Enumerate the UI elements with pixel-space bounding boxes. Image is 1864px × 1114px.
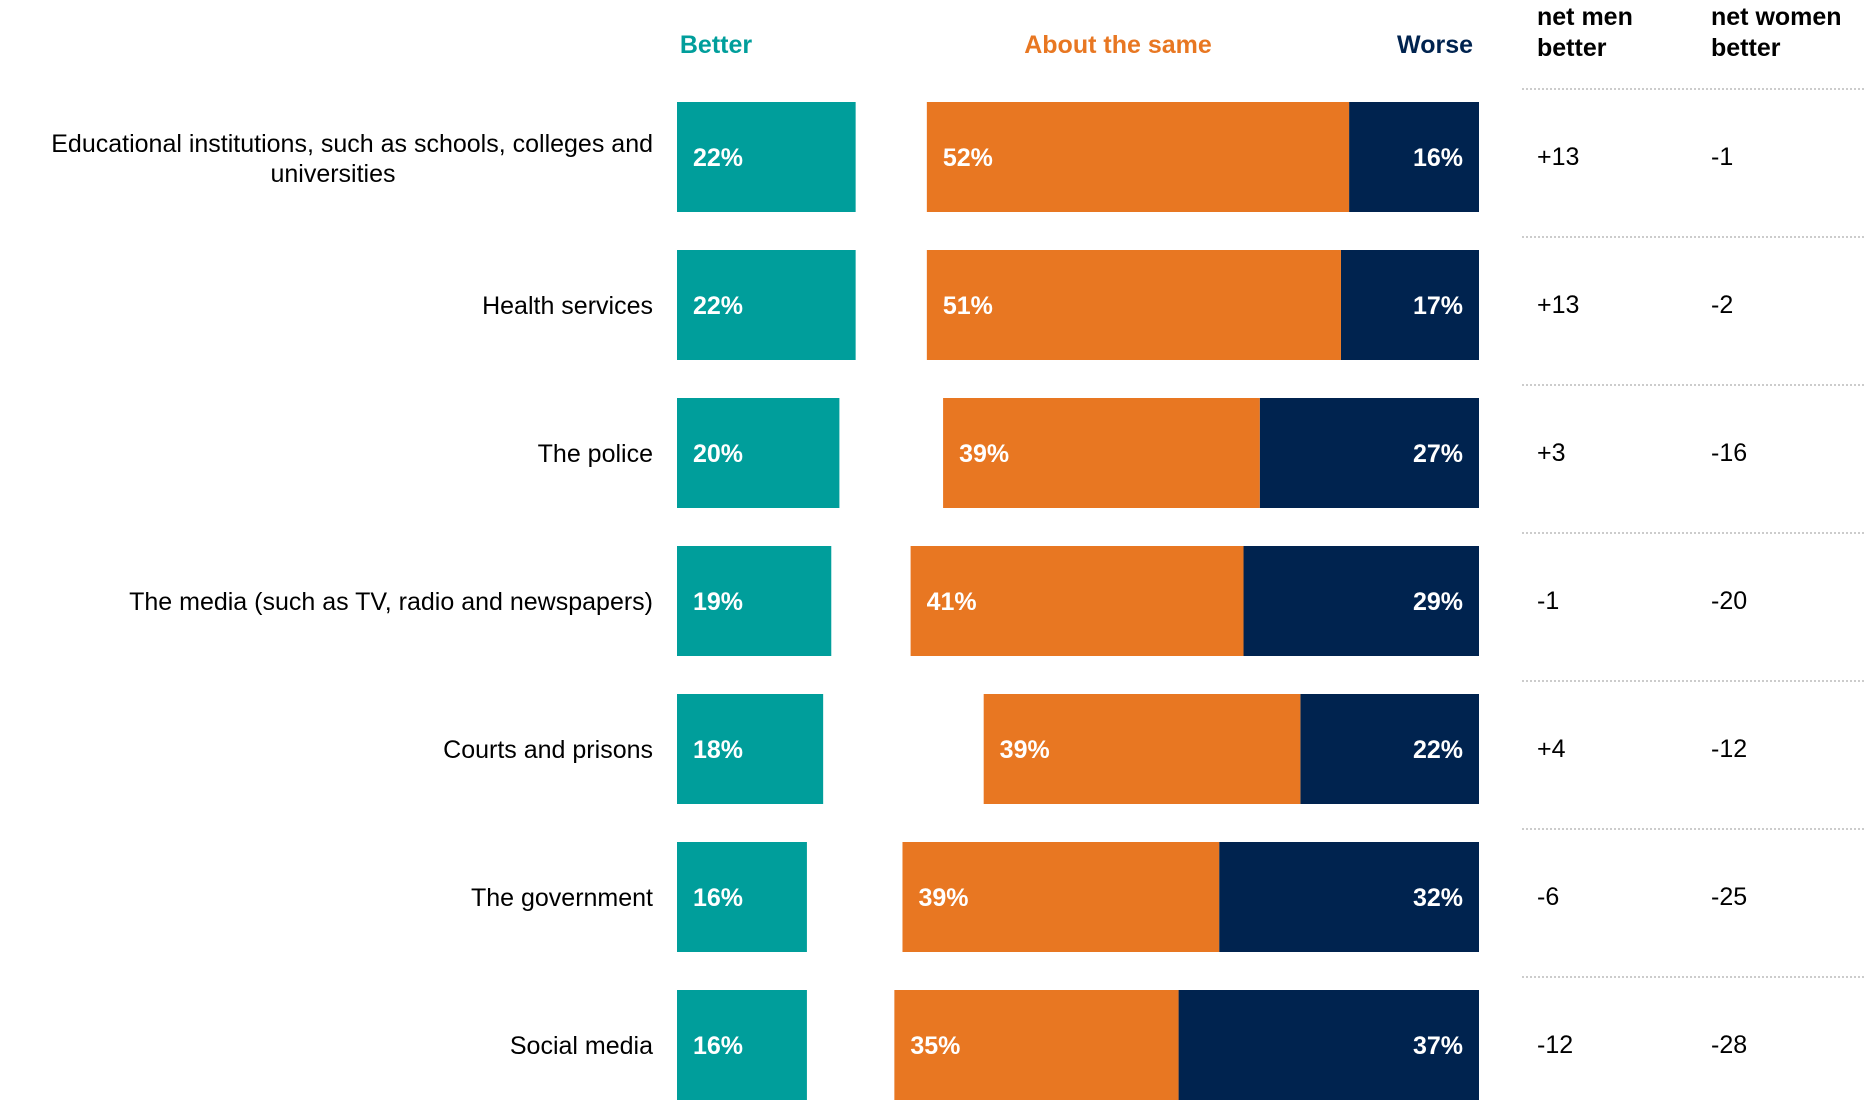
category-label: The police bbox=[538, 440, 653, 468]
bar-worse bbox=[1259, 398, 1479, 508]
net-men-better-value: +13 bbox=[1537, 291, 1579, 319]
chart-row: Health services 22% 17% 51% +13 -2 bbox=[482, 250, 1733, 360]
bar-worse-label: 29% bbox=[1413, 588, 1463, 616]
chart-row: The media (such as TV, radio and newspap… bbox=[129, 546, 1747, 656]
bar-worse bbox=[1178, 990, 1479, 1100]
bar-about-the-same-label: 51% bbox=[943, 292, 993, 320]
category-label: The government bbox=[471, 884, 653, 912]
bar-better-label: 16% bbox=[693, 884, 743, 912]
category-label: Educational institutions, such as school… bbox=[51, 130, 653, 188]
chart-row: Courts and prisons 18% 22% 39% +4 -12 bbox=[443, 694, 1747, 804]
chart-row: The police 20% 27% 39% +3 -16 bbox=[538, 398, 1747, 508]
category-label: Courts and prisons bbox=[443, 736, 653, 764]
bar-better-label: 22% bbox=[693, 144, 743, 172]
bar-worse bbox=[1340, 250, 1479, 360]
chart-headers: Better About the same Worse net men better ne… bbox=[680, 3, 1842, 62]
bar-better-label: 19% bbox=[693, 588, 743, 616]
bar-about-the-same bbox=[926, 250, 1341, 360]
chart-row: The government 16% 32% 39% -6 -25 bbox=[471, 842, 1747, 952]
category-label: Health services bbox=[482, 292, 653, 320]
bar-better bbox=[677, 842, 807, 952]
bar-better-label: 22% bbox=[693, 292, 743, 320]
table-dividers bbox=[1522, 88, 1864, 978]
net-women-better-value: -12 bbox=[1711, 735, 1747, 763]
bar-about-the-same-label: 52% bbox=[943, 144, 993, 172]
net-women-better-value: -16 bbox=[1711, 439, 1747, 467]
header-worse: Worse bbox=[1397, 31, 1473, 59]
bar-worse bbox=[1243, 546, 1479, 656]
bar-better bbox=[677, 546, 832, 656]
bar-worse-label: 37% bbox=[1413, 1032, 1463, 1060]
bar-about-the-same-label: 39% bbox=[918, 884, 968, 912]
net-men-better-value: +3 bbox=[1537, 439, 1566, 467]
bar-better bbox=[677, 990, 807, 1100]
net-women-better-value: -2 bbox=[1711, 291, 1733, 319]
bar-better-label: 20% bbox=[693, 440, 743, 468]
bar-about-the-same bbox=[943, 398, 1260, 508]
header-better: Better bbox=[680, 31, 753, 59]
net-men-better-value: +4 bbox=[1537, 735, 1566, 763]
bar-better bbox=[677, 102, 856, 212]
chart-row: Social media 16% 37% 35% -12 -28 bbox=[510, 990, 1747, 1100]
bar-worse bbox=[1349, 102, 1479, 212]
bar-about-the-same bbox=[902, 842, 1220, 952]
net-men-better-value: -1 bbox=[1537, 587, 1559, 615]
bar-about-the-same-label: 39% bbox=[1000, 736, 1050, 764]
net-women-better-value: -25 bbox=[1711, 883, 1747, 911]
bar-better bbox=[677, 250, 856, 360]
bar-better-label: 16% bbox=[693, 1032, 743, 1060]
header-net-women-better: net women better bbox=[1711, 3, 1842, 62]
header-about-the-same: About the same bbox=[1024, 31, 1212, 59]
bar-worse-label: 27% bbox=[1413, 440, 1463, 468]
category-label: Social media bbox=[510, 1032, 653, 1060]
net-women-better-value: -28 bbox=[1711, 1031, 1747, 1059]
bar-about-the-same bbox=[910, 546, 1244, 656]
bar-worse-label: 32% bbox=[1413, 884, 1463, 912]
net-men-better-value: -6 bbox=[1537, 883, 1559, 911]
bar-better bbox=[677, 694, 824, 804]
bar-about-the-same-label: 39% bbox=[959, 440, 1009, 468]
bar-worse bbox=[1219, 842, 1479, 952]
bar-about-the-same bbox=[983, 694, 1301, 804]
bar-better-label: 18% bbox=[693, 736, 743, 764]
bar-worse-label: 17% bbox=[1413, 292, 1463, 320]
net-women-better-value: -1 bbox=[1711, 143, 1733, 171]
chart-rows: Educational institutions, such as school… bbox=[51, 102, 1747, 1100]
bar-about-the-same bbox=[894, 990, 1179, 1100]
bar-about-the-same-label: 35% bbox=[910, 1032, 960, 1060]
header-net-men-better: net men better bbox=[1537, 3, 1633, 62]
bar-better bbox=[677, 398, 840, 508]
bar-about-the-same bbox=[926, 102, 1350, 212]
bar-worse bbox=[1300, 694, 1479, 804]
bar-about-the-same-label: 41% bbox=[927, 588, 977, 616]
category-label: The media (such as TV, radio and newspap… bbox=[129, 588, 653, 616]
bar-worse-label: 16% bbox=[1413, 144, 1463, 172]
net-women-better-value: -20 bbox=[1711, 587, 1747, 615]
bar-worse-label: 22% bbox=[1413, 736, 1463, 764]
net-men-better-value: -12 bbox=[1537, 1031, 1573, 1059]
chart-row: Educational institutions, such as school… bbox=[51, 102, 1733, 212]
net-men-better-value: +13 bbox=[1537, 143, 1579, 171]
